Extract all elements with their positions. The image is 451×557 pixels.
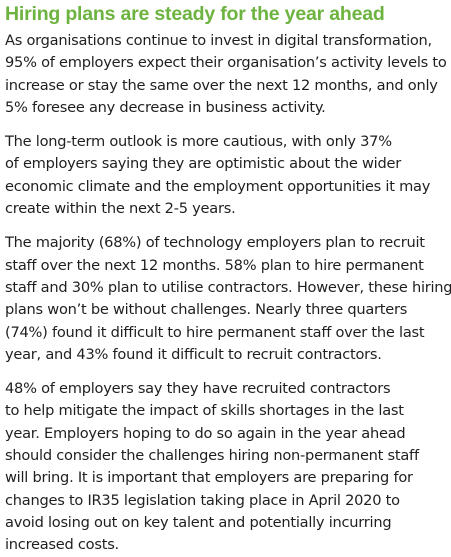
paragraph-line: avoid losing out on key talent and poten… [5,513,392,531]
paragraph-line: create within the next 2-5 years. [5,200,236,218]
paragraph-line: increase or stay the same over the next … [5,76,438,94]
paragraph-line: should consider the challenges hiring no… [5,447,419,465]
paragraph-line: As organisations continue to invest in d… [5,32,432,49]
paragraph-line: year. Employers hoping to do so again in… [5,424,406,442]
paragraph-long-term-outlook: The long-term outlook is more cautious, … [5,131,445,220]
paragraph-line: year, and 43% found it difficult to recr… [5,345,382,363]
paragraph-line: staff over the next 12 months. 58% plan … [5,256,424,274]
paragraph-contractors: 48% of employers say they have recruited… [5,378,445,556]
paragraph-recruitment-plans: The majority (68%) of technology employe… [5,232,451,366]
paragraph-line: economic climate and the employment oppo… [5,177,431,195]
paragraph-line: of employers saying they are optimistic … [5,155,401,173]
paragraph-line: to help mitigate the impact of skills sh… [5,402,404,420]
paragraph-activity-levels: As organisations continue to invest in d… [5,30,447,119]
paragraph-line: The long-term outlook is more cautious, … [5,133,392,151]
paragraph-line: will bring. It is important that employe… [5,469,413,487]
article-section: Hiring plans are steady for the year ahe… [5,3,451,553]
paragraph-line: The majority (68%) of technology employe… [5,234,425,252]
paragraph-line: staff and 30% plan to utilise contractor… [5,278,451,296]
paragraph-line: changes to IR35 legislation taking place… [5,491,400,509]
paragraph-line: 5% foresee any decrease in business acti… [5,98,326,116]
paragraph-line: (74%) found it difficult to hire permane… [5,323,425,341]
paragraph-line: plans won’t be without challenges. Nearl… [5,301,408,319]
paragraph-line: 95% of employers expect their organisati… [5,54,447,72]
paragraph-line: 48% of employers say they have recruited… [5,380,391,398]
section-heading: Hiring plans are steady for the year ahe… [5,3,385,25]
paragraph-line: increased costs. [5,536,119,554]
